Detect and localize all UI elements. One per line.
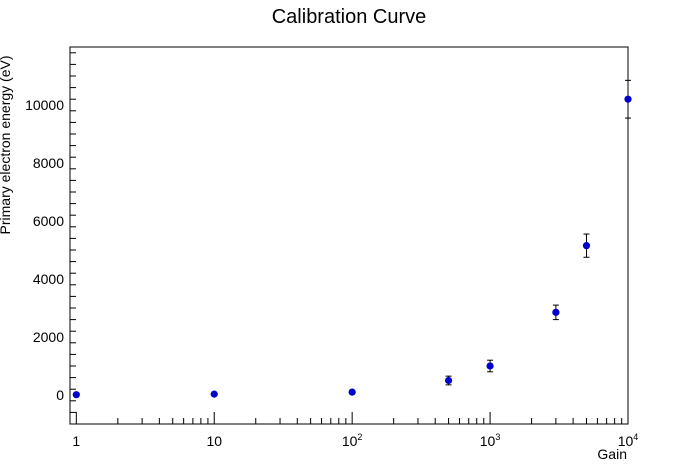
y-tick-label: 6000	[33, 213, 64, 229]
data-marker	[348, 388, 356, 396]
data-marker	[210, 390, 218, 398]
x-tick-label: 104	[618, 432, 639, 449]
x-tick-label: 1	[72, 433, 80, 449]
y-axis-title: Primary electron energy (eV)	[0, 56, 13, 235]
data-marker	[444, 376, 453, 385]
data-marker	[486, 362, 494, 370]
chart-title: Calibration Curve	[272, 6, 427, 28]
data-marker	[582, 242, 591, 250]
data-point	[210, 390, 218, 398]
y-axis: 0 2000 4000 6000 8000 10000	[25, 52, 76, 425]
data-marker	[72, 391, 80, 399]
data-points	[72, 79, 632, 399]
data-point	[486, 359, 494, 373]
y-tick-label: 8000	[33, 155, 64, 171]
data-point	[624, 79, 632, 119]
data-point	[348, 388, 356, 396]
plot-frame	[69, 46, 629, 425]
x-tick-label: 10	[206, 433, 222, 449]
x-axis-title: Gain	[597, 446, 627, 462]
y-tick-label: 10000	[25, 97, 64, 113]
x-axis: 1 10 102 103 104	[72, 412, 638, 449]
data-marker	[624, 95, 632, 103]
y-tick-label: 0	[56, 387, 64, 403]
data-point	[72, 391, 80, 399]
data-point	[552, 304, 560, 321]
x-tick-label: 102	[342, 432, 363, 449]
x-tick-label: 103	[480, 432, 501, 449]
data-point	[444, 375, 453, 386]
data-point	[582, 233, 591, 258]
data-marker	[552, 308, 560, 316]
y-tick-label: 2000	[33, 329, 64, 345]
y-tick-label: 4000	[33, 271, 64, 287]
